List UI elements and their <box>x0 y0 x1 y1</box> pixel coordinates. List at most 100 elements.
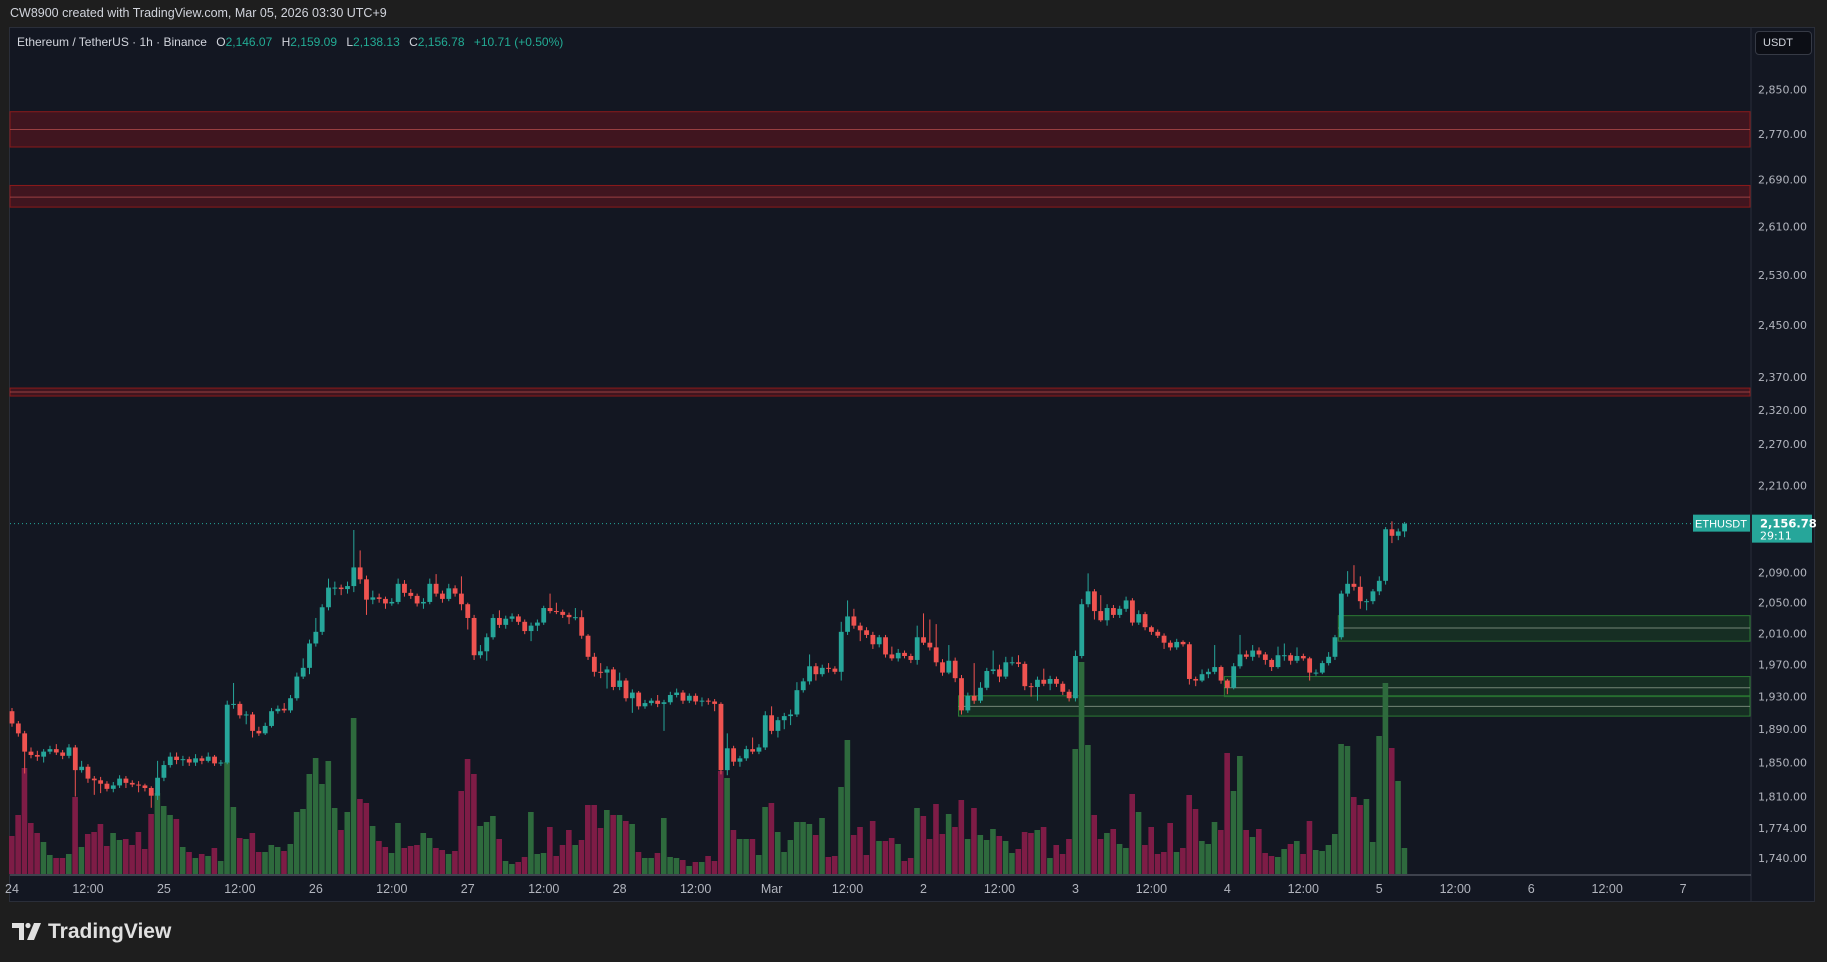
candle-body[interactable] <box>1174 641 1180 648</box>
candle-body[interactable] <box>478 651 483 656</box>
candle-body[interactable] <box>1275 655 1281 668</box>
symbol-title[interactable]: Ethereum / TetherUS · 1h · Binance <box>17 35 207 49</box>
candle-body[interactable] <box>1307 658 1313 673</box>
candle-body[interactable] <box>699 700 705 702</box>
candle-body[interactable] <box>838 631 844 672</box>
candle-body[interactable] <box>326 587 331 608</box>
candle-body[interactable] <box>376 597 382 599</box>
candle-body[interactable] <box>781 716 787 721</box>
candle-body[interactable] <box>1060 683 1066 692</box>
candle-body[interactable] <box>1161 635 1167 643</box>
candle-body[interactable] <box>41 751 47 757</box>
candle-body[interactable] <box>9 711 15 724</box>
candle-body[interactable] <box>465 604 471 618</box>
candle-body[interactable] <box>503 618 509 625</box>
candle-body[interactable] <box>1079 604 1085 657</box>
candle-body[interactable] <box>275 708 281 712</box>
candle-body[interactable] <box>604 669 610 673</box>
candle-body[interactable] <box>952 660 958 679</box>
candle-body[interactable] <box>1357 586 1363 602</box>
candle-body[interactable] <box>1155 631 1161 636</box>
candle-body[interactable] <box>516 616 521 622</box>
candle-body[interactable] <box>990 669 996 672</box>
candle-body[interactable] <box>142 785 148 788</box>
candle-body[interactable] <box>959 678 964 711</box>
candle-body[interactable] <box>1205 671 1211 675</box>
candle-body[interactable] <box>1243 654 1249 657</box>
candle-body[interactable] <box>433 583 439 594</box>
candle-body[interactable] <box>1041 679 1047 684</box>
candle-body[interactable] <box>1376 580 1382 592</box>
candle-body[interactable] <box>193 758 198 763</box>
candle-body[interactable] <box>243 714 249 716</box>
candle-body[interactable] <box>1389 529 1395 536</box>
candle-body[interactable] <box>705 700 711 702</box>
candle-body[interactable] <box>440 593 445 599</box>
candle-body[interactable] <box>1104 608 1110 621</box>
candle-body[interactable] <box>997 669 1002 677</box>
candle-body[interactable] <box>338 587 344 590</box>
candle-body[interactable] <box>585 635 591 657</box>
candle-body[interactable] <box>1338 593 1344 638</box>
candle-body[interactable] <box>1123 600 1129 609</box>
candle-body[interactable] <box>819 667 825 675</box>
candle-body[interactable] <box>180 759 186 761</box>
candle-body[interactable] <box>712 701 718 704</box>
candle-body[interactable] <box>250 714 255 731</box>
time-axis[interactable]: 24 12:00 25 12:00 26 12:00 27 12:00 28 12:00 Mar 12… <box>5 882 1687 896</box>
candle-body[interactable] <box>22 733 28 752</box>
candle-body[interactable] <box>971 695 977 701</box>
candle-body[interactable] <box>623 680 629 699</box>
candle-body[interactable] <box>921 637 926 643</box>
candle-body[interactable] <box>1345 583 1351 594</box>
candle-body[interactable] <box>940 662 945 673</box>
candle-body[interactable] <box>1262 654 1268 660</box>
candle-body[interactable] <box>1028 686 1034 688</box>
candle-body[interactable] <box>762 715 768 748</box>
candle-body[interactable] <box>1142 614 1148 628</box>
candle-body[interactable] <box>421 601 426 604</box>
candle-body[interactable] <box>1066 691 1072 699</box>
candle-body[interactable] <box>155 777 160 796</box>
candle-body[interactable] <box>775 720 781 731</box>
candle-body[interactable] <box>541 608 547 623</box>
candle-body[interactable] <box>794 690 800 715</box>
candle-body[interactable] <box>864 630 869 635</box>
candle-body[interactable] <box>117 778 123 786</box>
candle-body[interactable] <box>674 692 680 696</box>
candle-body[interactable] <box>332 587 338 589</box>
candle-body[interactable] <box>459 593 464 605</box>
candle-body[interactable] <box>307 643 312 668</box>
candle-body[interactable] <box>129 782 135 785</box>
chart-panel[interactable] <box>9 27 1815 902</box>
candle-body[interactable] <box>807 666 812 682</box>
candle-body[interactable] <box>1383 529 1389 581</box>
candle-body[interactable] <box>1332 637 1338 657</box>
candle-body[interactable] <box>1136 614 1142 623</box>
candle-body[interactable] <box>978 687 983 701</box>
candle-body[interactable] <box>110 785 116 789</box>
candle-body[interactable] <box>737 758 743 762</box>
candle-body[interactable] <box>1073 656 1078 699</box>
candle-body[interactable] <box>224 704 230 763</box>
candle-body[interactable] <box>1016 662 1021 664</box>
candle-body[interactable] <box>427 583 433 602</box>
candle-body[interactable] <box>718 703 724 771</box>
candle-body[interactable] <box>161 765 167 778</box>
candle-body[interactable] <box>1370 591 1376 602</box>
demand-zone[interactable] <box>1223 676 1751 698</box>
candle-body[interactable] <box>471 617 477 656</box>
candle-body[interactable] <box>15 723 21 734</box>
candle-body[interactable] <box>1250 650 1256 657</box>
candle-body[interactable] <box>661 702 667 704</box>
candle-body[interactable] <box>383 598 388 604</box>
candle-body[interactable] <box>1288 655 1294 661</box>
candle-body[interactable] <box>572 617 578 619</box>
candle-body[interactable] <box>553 611 559 613</box>
candle-body[interactable] <box>845 616 850 632</box>
candle-body[interactable] <box>452 588 458 594</box>
candle-body[interactable] <box>47 749 53 752</box>
candle-body[interactable] <box>281 708 287 711</box>
candle-body[interactable] <box>98 780 104 784</box>
candle-body[interactable] <box>1035 679 1040 687</box>
